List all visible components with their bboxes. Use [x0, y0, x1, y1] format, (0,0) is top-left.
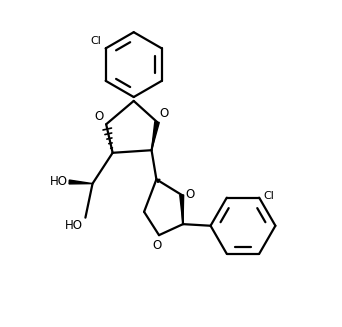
Polygon shape — [69, 180, 93, 184]
Polygon shape — [180, 195, 184, 224]
Text: O: O — [160, 107, 169, 120]
Text: HO: HO — [50, 176, 68, 188]
Text: O: O — [185, 188, 194, 201]
Text: Cl: Cl — [263, 191, 274, 201]
Text: O: O — [94, 110, 104, 123]
Text: HO: HO — [65, 219, 83, 232]
Text: O: O — [153, 239, 162, 252]
Polygon shape — [152, 122, 159, 150]
Polygon shape — [156, 179, 160, 183]
Text: Cl: Cl — [91, 36, 102, 46]
